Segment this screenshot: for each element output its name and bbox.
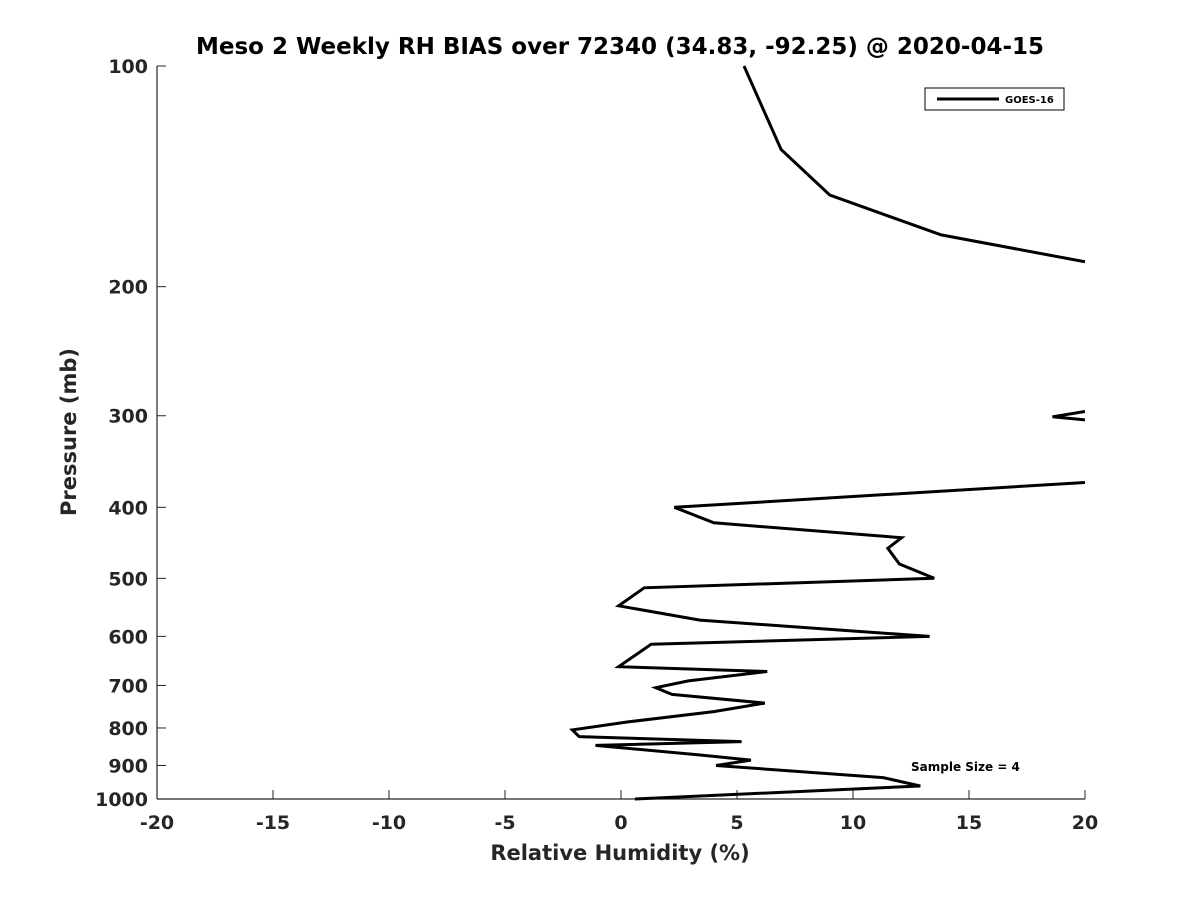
- y-tick-label: 400: [108, 497, 148, 519]
- y-tick-label: 1000: [95, 789, 148, 811]
- series-lines: [569, 65, 1085, 801]
- y-tick-label: 700: [108, 675, 148, 697]
- y-tick-label: 200: [108, 277, 148, 299]
- y-axis-label: Pressure (mb): [57, 348, 81, 516]
- series-line-segment: [1052, 410, 1085, 422]
- x-axis-label: Relative Humidity (%): [490, 841, 749, 865]
- series-line-segment: [569, 481, 1085, 801]
- chart-title: Meso 2 Weekly RH BIAS over 72340 (34.83,…: [196, 34, 1044, 60]
- sample-size-annotation: Sample Size = 4: [911, 760, 1020, 774]
- x-tick-label: 10: [840, 812, 866, 834]
- x-tick-label: 5: [730, 812, 743, 834]
- x-tick-label: 20: [1072, 812, 1098, 834]
- x-tick-label: 0: [614, 812, 627, 834]
- y-tick-label: 900: [108, 755, 148, 777]
- y-tick-label: 500: [108, 568, 148, 590]
- y-tick-label: 300: [108, 406, 148, 428]
- legend: GOES-16: [924, 87, 1065, 111]
- x-tick-label: 15: [956, 812, 982, 834]
- series-line-segment: [742, 65, 1085, 264]
- x-tick-label: -10: [372, 812, 406, 834]
- y-tick-label: 600: [108, 626, 148, 648]
- x-tick-label: -15: [256, 812, 290, 834]
- y-tick-label: 800: [108, 718, 148, 740]
- legend-label-goes16: GOES-16: [1005, 95, 1054, 106]
- ticks: -20 -15 -10 -5 0 5 10 15 20 100 200 300 400 500 600 700…: [95, 56, 1098, 834]
- y-tick-label: 100: [108, 56, 148, 78]
- x-tick-label: -20: [140, 812, 174, 834]
- x-tick-label: -5: [494, 812, 515, 834]
